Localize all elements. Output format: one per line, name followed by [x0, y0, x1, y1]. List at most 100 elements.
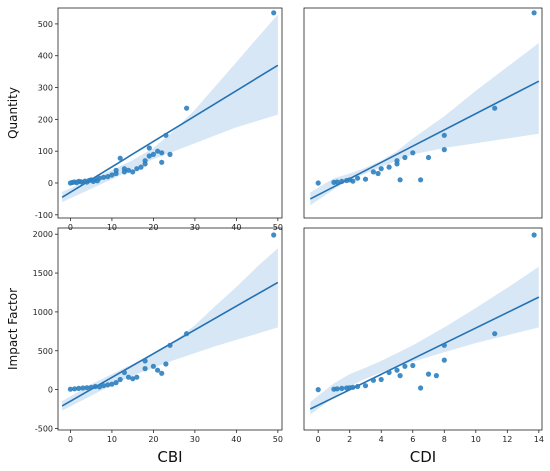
y-tick-label: 2000 [33, 230, 53, 239]
data-point [142, 161, 148, 167]
data-point [184, 105, 190, 111]
data-point [146, 145, 152, 151]
data-point [138, 164, 144, 170]
x-tick-label: 2 [347, 435, 352, 444]
panel-cbi-impact: 0 10 20 30 40 50 -500 0 500 1000 1500 2000 Impact … [6, 227, 283, 466]
axes-frame-cdi-quantity [303, 7, 543, 219]
data-point [84, 385, 90, 391]
y-ticks-cbi-impact: -500 0 500 1000 1500 2000 [33, 230, 58, 433]
y-tick-label: 0 [48, 179, 53, 188]
y-tick-label: 1500 [33, 269, 53, 278]
data-point [121, 169, 127, 175]
data-point [142, 358, 148, 364]
y-tick-label: -500 [35, 424, 53, 433]
axes-frame-cbi-impact [57, 227, 283, 431]
data-point [105, 174, 111, 180]
data-point [113, 167, 119, 173]
data-point [72, 386, 78, 392]
points-cbi-impact [67, 232, 277, 392]
points-cdi-quantity [315, 10, 537, 186]
data-point [150, 363, 156, 369]
x-ticks-cbi-impact: 0 10 20 30 40 50 [68, 430, 283, 444]
data-point [67, 386, 73, 392]
y-tick-label: 0 [48, 386, 53, 395]
data-point [370, 169, 376, 175]
y-tick-label: 500 [38, 347, 53, 356]
data-point [375, 170, 381, 177]
data-point [113, 380, 119, 386]
data-point [355, 383, 361, 390]
y-tick-label: 400 [38, 52, 53, 61]
data-point [76, 385, 82, 391]
y-axis-label-quantity: Quantity [6, 87, 20, 139]
x-tick-label: 50 [273, 435, 283, 444]
data-point [425, 371, 432, 377]
data-point [130, 376, 136, 382]
data-point [378, 166, 384, 172]
x-tick-label: 12 [502, 435, 512, 444]
data-point [410, 362, 416, 369]
data-point [362, 176, 369, 182]
data-point [394, 367, 400, 373]
data-point [92, 383, 98, 390]
data-point [425, 154, 432, 161]
data-point [441, 342, 447, 348]
data-point [271, 232, 277, 238]
data-point [386, 369, 392, 376]
data-point [339, 178, 345, 184]
regression-line-cdi-impact [309, 296, 540, 410]
data-point [159, 159, 165, 165]
data-point [96, 175, 103, 181]
data-point [355, 175, 361, 181]
y-tick-label: 200 [38, 115, 53, 124]
x-tick-label: 30 [190, 435, 200, 444]
x-tick-label: 6 [410, 435, 415, 444]
data-point [397, 373, 403, 379]
y-tick-label: 1000 [33, 308, 53, 317]
data-point [433, 373, 439, 379]
data-point [410, 150, 416, 156]
y-tick-label: -100 [35, 211, 53, 220]
x-ticks-cdi-impact: 0 2 4 6 8 10 12 14 [316, 430, 544, 444]
data-point [334, 179, 340, 185]
x-axis-label-cbi: CBI [157, 448, 182, 466]
data-point [386, 164, 392, 170]
data-point [101, 383, 107, 389]
x-ticks-cbi-quantity: 0 10 20 30 40 50 [68, 218, 283, 232]
data-point [339, 385, 345, 391]
data-point [167, 151, 173, 157]
x-tick-label: 8 [442, 435, 447, 444]
data-point [105, 382, 111, 388]
data-point [378, 376, 384, 383]
data-point [88, 384, 94, 390]
data-point [315, 180, 321, 186]
x-tick-label: 14 [534, 435, 544, 444]
data-point [125, 374, 132, 380]
data-point [167, 342, 173, 348]
data-point [101, 174, 107, 180]
data-point [134, 374, 140, 380]
x-tick-label: 0 [68, 223, 73, 232]
confidence-band-cbi-quantity [62, 14, 278, 203]
x-tick-label: 20 [148, 435, 158, 444]
data-point [531, 10, 537, 16]
x-tick-label: 10 [107, 223, 117, 232]
data-point [134, 166, 140, 172]
data-point [350, 384, 356, 390]
data-point [441, 132, 447, 138]
data-point [159, 150, 165, 156]
data-point [394, 158, 400, 164]
data-point [80, 385, 86, 391]
x-tick-label: 10 [471, 435, 481, 444]
x-tick-label: 20 [148, 223, 158, 232]
y-ticks-cbi-quantity: -100 0 100 200 300 400 500 [35, 20, 58, 220]
data-point [397, 177, 403, 183]
x-axis-label-cdi: CDI [410, 448, 436, 466]
points-cbi-quantity [67, 10, 277, 186]
data-point [334, 386, 340, 392]
panel-cdi-impact: 0 2 4 6 8 10 12 14 CDI [303, 227, 544, 466]
data-point [125, 167, 132, 173]
data-point [315, 387, 321, 393]
confidence-band-cdi-impact [310, 266, 539, 415]
data-point [121, 369, 127, 376]
